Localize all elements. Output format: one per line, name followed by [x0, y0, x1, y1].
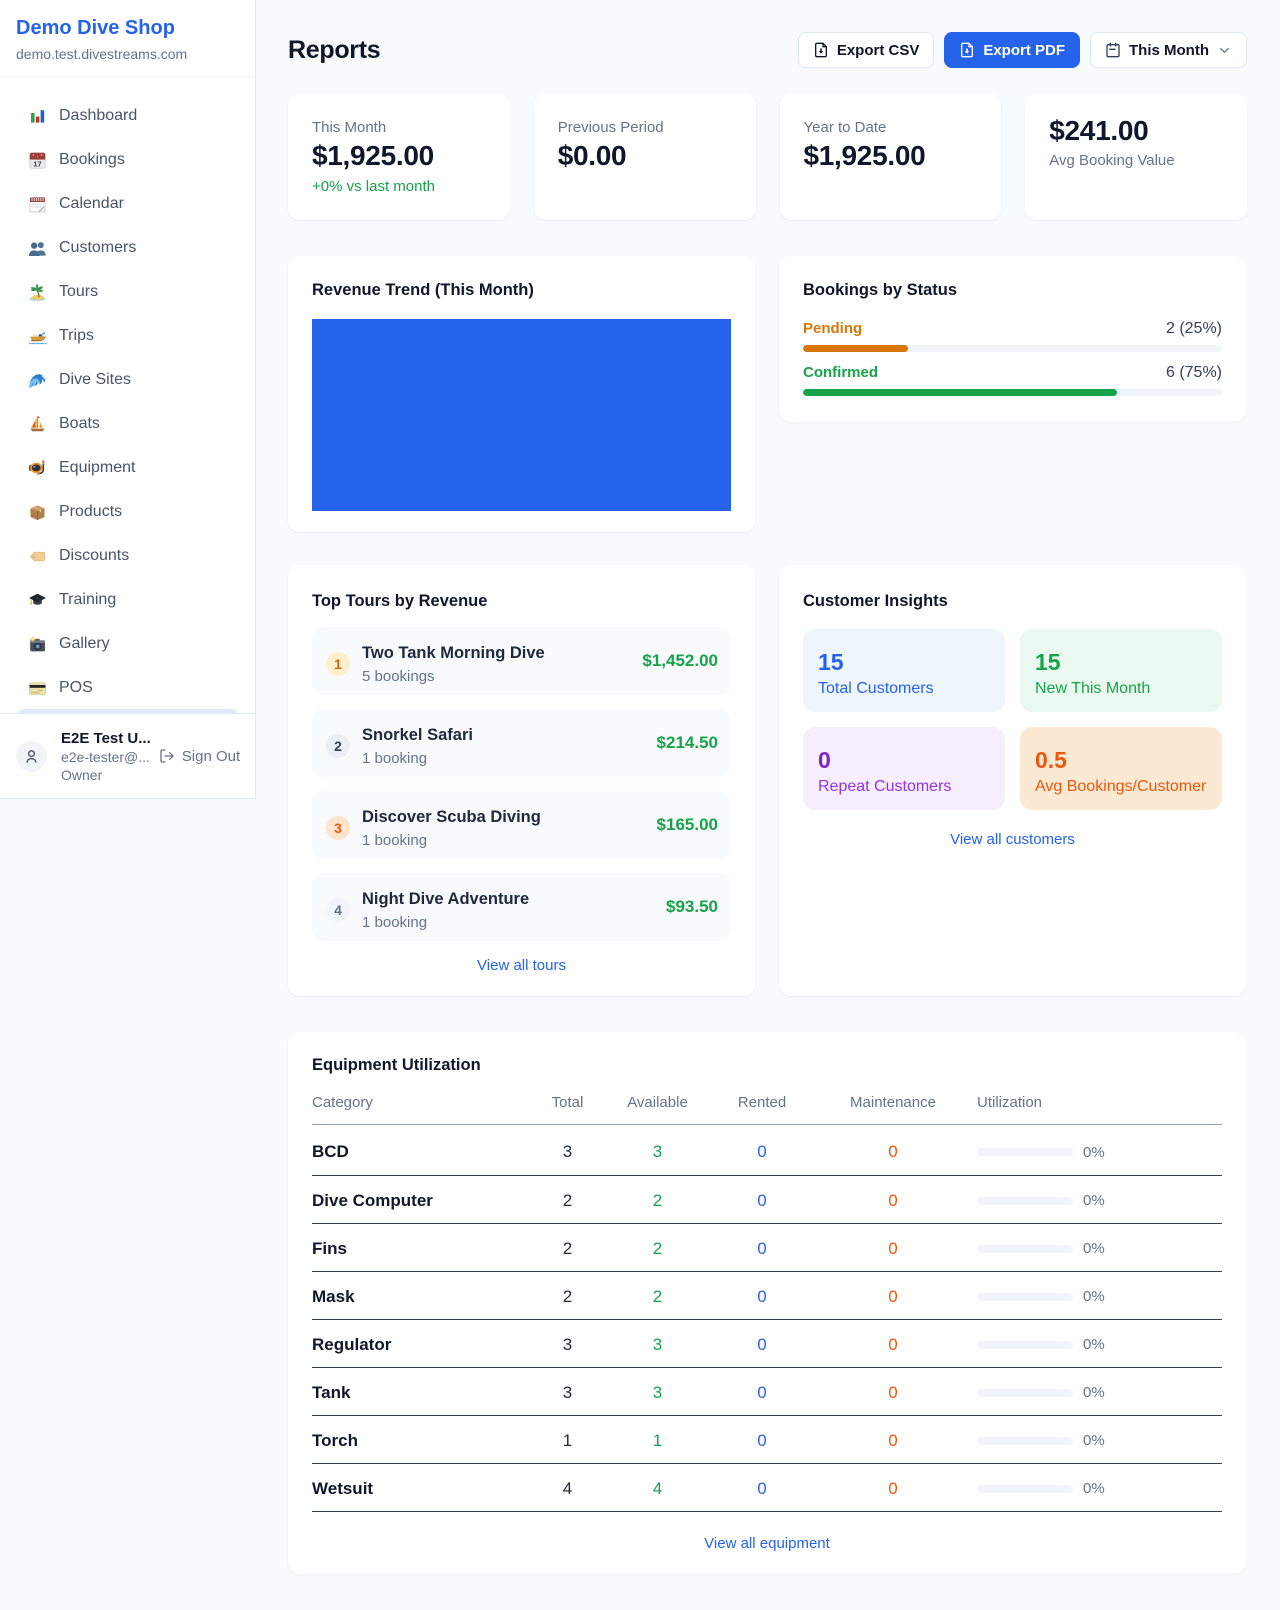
svg-text:17: 17: [33, 159, 41, 168]
